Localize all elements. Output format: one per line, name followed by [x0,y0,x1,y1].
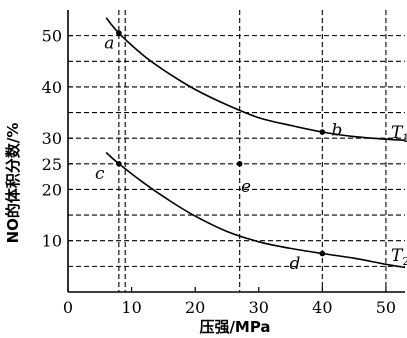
series-line-T1 [105,17,406,141]
x-tick-label-10: 10 [121,298,141,317]
y-tick-label-25: 25 [42,155,62,174]
y-tick-label-20: 20 [42,180,62,199]
tick-labels: 0 10 20 30 40 50 10 20 25 30 40 50 [42,27,396,317]
point-label-d: d [290,254,301,274]
point-label-b: b [332,120,343,140]
y-tick-label-50: 50 [42,27,62,46]
x-tick-label-20: 20 [185,298,205,317]
y-tick-label-40: 40 [42,78,62,97]
point-a [116,30,122,36]
series-line-T2 [105,151,406,269]
series-label-T1: T1 [391,123,407,145]
point-label-c: c [95,164,105,184]
x-tick-label-0: 0 [63,298,73,317]
curves [105,17,406,269]
point-label-e: e [241,177,251,197]
point-label-a: a [104,33,114,53]
point-c [116,161,122,167]
x-tick-label-40: 40 [312,298,332,317]
axes [67,10,405,293]
point-d [319,250,326,257]
y-tick-label-10: 10 [42,232,62,251]
series-label-T2: T2 [391,246,407,268]
point-labels: a b c d e T1 T2 [95,33,407,273]
grid-lines [68,10,405,292]
y-tick-label-30: 30 [42,129,62,148]
x-axis-label: 压强/MPa [199,318,270,336]
x-tick-label-50: 50 [376,298,396,317]
point-e [236,161,243,167]
point-b [319,129,326,135]
points [116,30,326,257]
x-tick-label-30: 30 [249,298,269,317]
y-axis-label: NO的体积分数/% [4,123,22,244]
